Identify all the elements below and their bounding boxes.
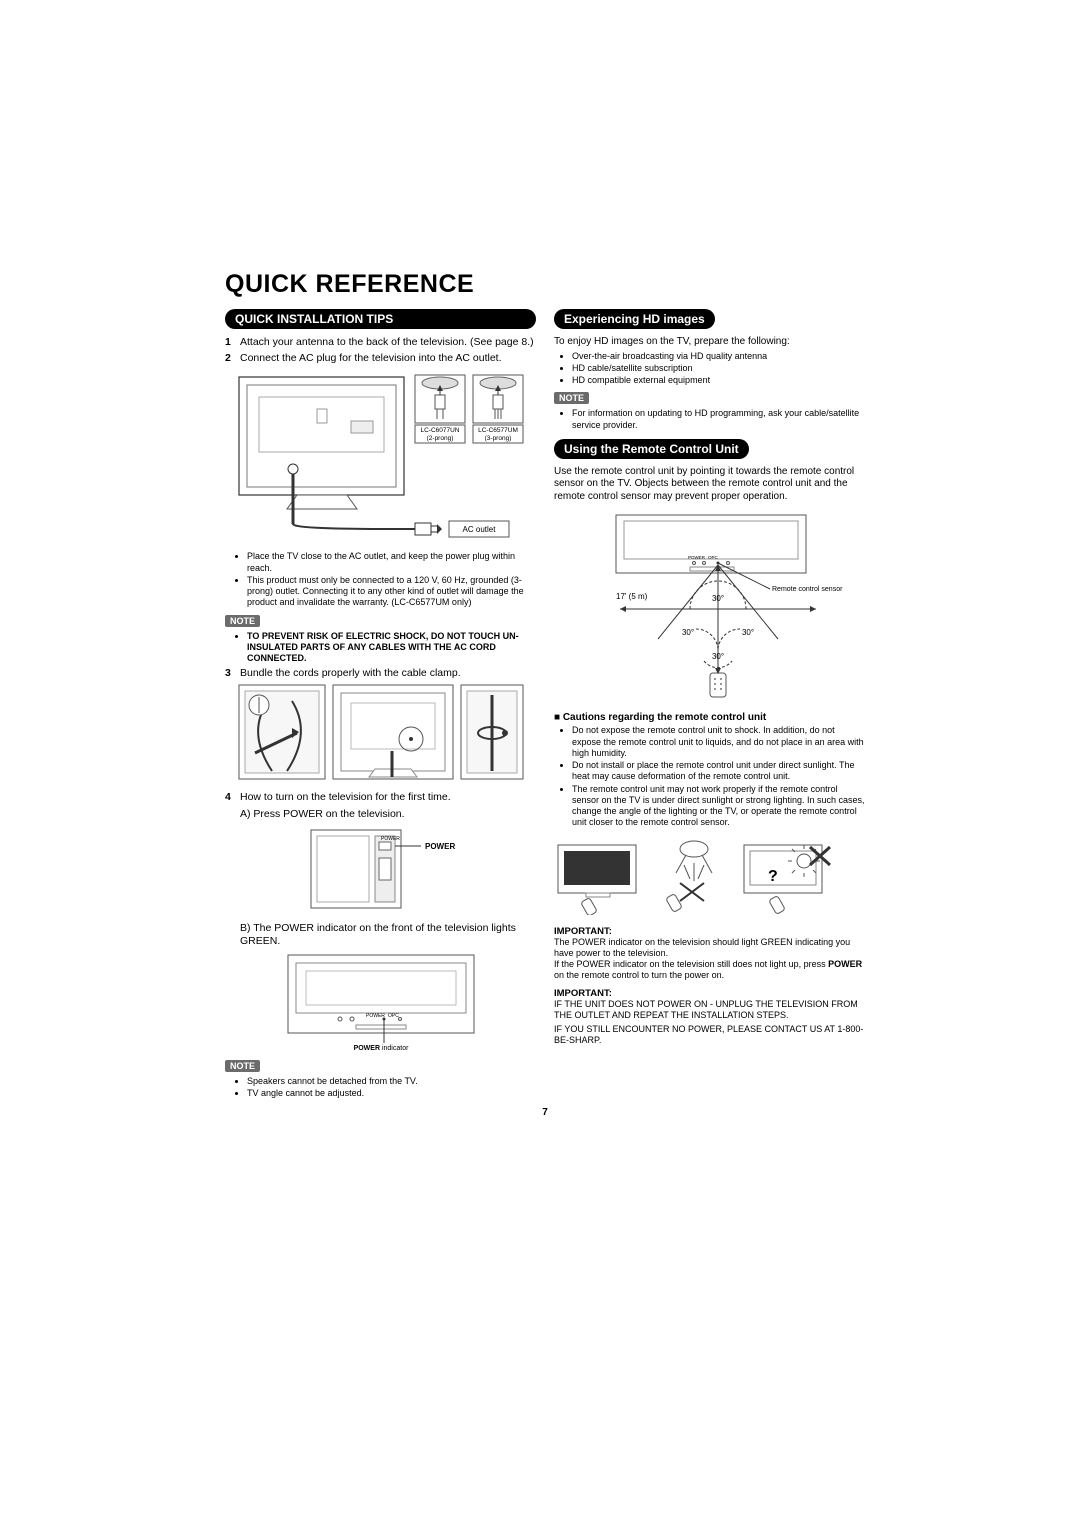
- note1-pill: NOTE: [225, 615, 260, 627]
- step-3: 3 Bundle the cords properly with the cab…: [225, 667, 536, 680]
- diagram-power-indicator: POWER OPC POWER indicator: [276, 951, 486, 1056]
- svg-text:POWER: POWER: [381, 836, 400, 842]
- step-2: 2 Connect the AC plug for the television…: [225, 352, 536, 365]
- step-3-text: Bundle the cords properly with the cable…: [240, 667, 461, 680]
- sensor-label: Remote control sensor: [772, 586, 843, 593]
- quick-install-title: QUICK INSTALLATION TIPS: [225, 309, 536, 329]
- step-2-num: 2: [225, 352, 235, 365]
- step-1-num: 1: [225, 336, 235, 349]
- step-4a: A) Press POWER on the television.: [240, 808, 536, 821]
- note2-pill: NOTE: [225, 1060, 260, 1072]
- step-3-num: 3: [225, 667, 235, 680]
- note2-b2: TV angle cannot be adjusted.: [247, 1088, 536, 1099]
- svg-text:30°: 30°: [681, 628, 693, 637]
- svg-text:POWER: POWER: [688, 555, 706, 560]
- diagram-ac-connection: LC-C6077UN (2-prong) LC-C6577UM (3-prong…: [237, 369, 536, 549]
- svg-text:?: ?: [768, 868, 778, 885]
- note1-list: TO PREVENT RISK OF ELECTRIC SHOCK, DO NO…: [239, 631, 536, 665]
- hd-note-pill: NOTE: [554, 392, 589, 404]
- ac-outlet-label: AC outlet: [463, 525, 497, 534]
- step-2-text: Connect the AC plug for the television i…: [240, 352, 502, 365]
- d1-bullets: Place the TV close to the AC outlet, and…: [239, 551, 536, 608]
- model1: LC-C6077UN: [420, 427, 459, 434]
- hd-bullets: Over-the-air broadcasting via HD quality…: [564, 351, 865, 387]
- d1-b2: This product must only be connected to a…: [247, 575, 536, 609]
- d1-b1: Place the TV close to the AC outlet, and…: [247, 551, 536, 574]
- columns: QUICK INSTALLATION TIPS 1 Attach your an…: [225, 309, 865, 1101]
- page: QUICK REFERENCE QUICK INSTALLATION TIPS …: [225, 270, 865, 1118]
- imp1-label: IMPORTANT:: [554, 926, 865, 937]
- imp1-body1: The POWER indicator on the television sh…: [554, 937, 865, 960]
- hd-b3: HD compatible external equipment: [572, 375, 865, 386]
- page-number: 7: [225, 1107, 865, 1118]
- left-column: QUICK INSTALLATION TIPS 1 Attach your an…: [225, 309, 536, 1101]
- caution-3: The remote control unit may not work pro…: [572, 784, 865, 829]
- step-1: 1 Attach your antenna to the back of the…: [225, 336, 536, 349]
- diagram-cable-clamp: [237, 683, 536, 788]
- cautions-head: Cautions regarding the remote control un…: [554, 712, 865, 723]
- imp1-body2: If the POWER indicator on the television…: [554, 959, 865, 982]
- step-4-num: 4: [225, 791, 235, 804]
- caution-2: Do not install or place the remote contr…: [572, 760, 865, 783]
- cautions-list: Do not expose the remote control unit to…: [564, 725, 865, 828]
- right-column: Experiencing HD images To enjoy HD image…: [554, 309, 865, 1101]
- hd-b2: HD cable/satellite subscription: [572, 363, 865, 374]
- step-4b: B) The POWER indicator on the front of t…: [240, 922, 536, 948]
- diagram-remote-sensor: POWER OPC Remote control sensor 30°: [570, 509, 850, 704]
- diagram-cautions: ?: [554, 835, 865, 920]
- note1-body: TO PREVENT RISK OF ELECTRIC SHOCK, DO NO…: [247, 631, 536, 665]
- diagram-power-button: POWER POWER: [281, 824, 481, 919]
- hd-intro: To enjoy HD images on the TV, prepare th…: [554, 336, 865, 349]
- svg-text:30°: 30°: [711, 652, 723, 661]
- svg-text:OPC: OPC: [708, 555, 719, 560]
- hd-note-list: For information on updating to HD progra…: [564, 408, 865, 431]
- imp2-label: IMPORTANT:: [554, 988, 865, 999]
- svg-text:POWER indicator: POWER indicator: [353, 1045, 409, 1051]
- remote-title: Using the Remote Control Unit: [554, 439, 749, 459]
- step-4-text: How to turn on the television for the fi…: [240, 791, 451, 804]
- dist-label: 17' (5 m): [616, 592, 648, 601]
- imp2-body1: IF THE UNIT DOES NOT POWER ON - UNPLUG T…: [554, 999, 865, 1022]
- step-1-text: Attach your antenna to the back of the t…: [240, 336, 534, 349]
- note2-list: Speakers cannot be detached from the TV.…: [239, 1076, 536, 1100]
- svg-text:30°: 30°: [711, 594, 723, 603]
- note2-b1: Speakers cannot be detached from the TV.: [247, 1076, 536, 1087]
- hd-note-b1: For information on updating to HD progra…: [572, 408, 865, 431]
- pwr-label: POWER: [425, 842, 455, 851]
- svg-text:30°: 30°: [741, 628, 753, 637]
- step-4: 4 How to turn on the television for the …: [225, 791, 536, 804]
- model2: LC-C6577UM: [478, 427, 518, 434]
- imp2-body2: IF YOU STILL ENCOUNTER NO POWER, PLEASE …: [554, 1024, 865, 1047]
- model1-sub: (2-prong): [427, 435, 454, 442]
- hd-title: Experiencing HD images: [554, 309, 715, 329]
- model2-sub: (3-prong): [485, 435, 512, 442]
- svg-text:POWER: POWER: [366, 1013, 385, 1019]
- main-title: QUICK REFERENCE: [225, 270, 865, 299]
- svg-text:OPC: OPC: [388, 1013, 399, 1019]
- caution-1: Do not expose the remote control unit to…: [572, 725, 865, 759]
- hd-b1: Over-the-air broadcasting via HD quality…: [572, 351, 865, 362]
- remote-intro: Use the remote control unit by pointing …: [554, 466, 865, 504]
